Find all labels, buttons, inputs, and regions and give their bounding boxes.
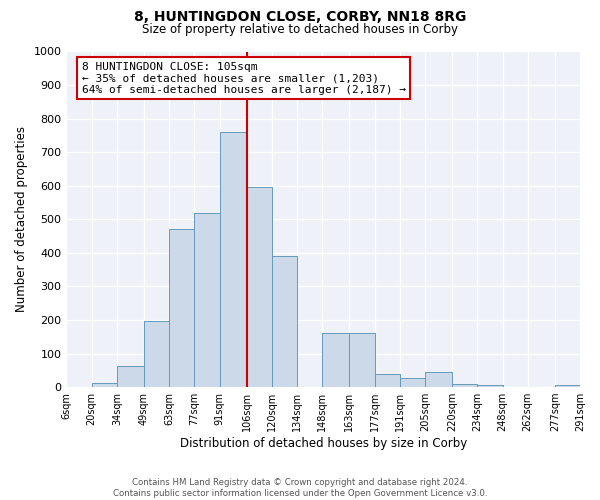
Bar	[92, 382, 117, 387]
Text: Contains HM Land Registry data © Crown copyright and database right 2024.
Contai: Contains HM Land Registry data © Crown c…	[113, 478, 487, 498]
Bar	[452, 384, 477, 387]
Bar	[169, 230, 194, 387]
Bar	[400, 378, 425, 387]
Text: 8 HUNTINGDON CLOSE: 105sqm
← 35% of detached houses are smaller (1,203)
64% of s: 8 HUNTINGDON CLOSE: 105sqm ← 35% of deta…	[82, 62, 406, 95]
Text: 8, HUNTINGDON CLOSE, CORBY, NN18 8RG: 8, HUNTINGDON CLOSE, CORBY, NN18 8RG	[134, 10, 466, 24]
Bar	[117, 366, 144, 387]
Text: Size of property relative to detached houses in Corby: Size of property relative to detached ho…	[142, 22, 458, 36]
Bar	[477, 386, 503, 387]
Bar	[374, 374, 400, 387]
Bar	[425, 372, 452, 387]
Bar	[144, 321, 169, 387]
X-axis label: Distribution of detached houses by size in Corby: Distribution of detached houses by size …	[179, 437, 467, 450]
Bar	[349, 332, 374, 387]
Bar	[194, 214, 220, 387]
Bar	[247, 186, 272, 387]
Bar	[322, 332, 349, 387]
Y-axis label: Number of detached properties: Number of detached properties	[15, 126, 28, 312]
Bar	[220, 132, 247, 387]
Bar	[272, 256, 297, 387]
Bar	[555, 386, 580, 387]
